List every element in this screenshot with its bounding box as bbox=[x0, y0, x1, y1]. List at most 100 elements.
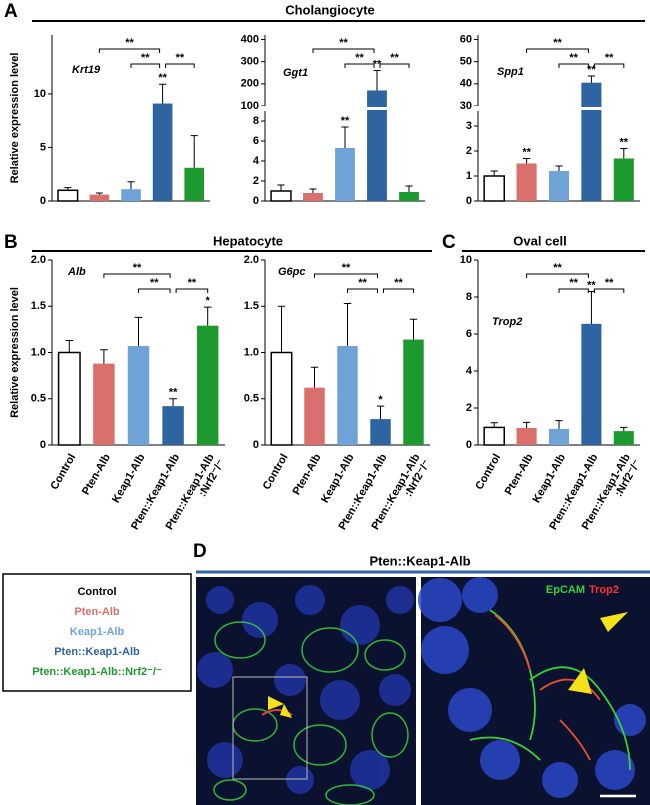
bracket-label: ** bbox=[390, 52, 399, 64]
error-bar bbox=[490, 170, 498, 176]
bar bbox=[403, 339, 424, 445]
error-bar bbox=[343, 302, 352, 347]
error-bar bbox=[373, 70, 381, 91]
x-tick-label: Control bbox=[473, 452, 503, 492]
bar bbox=[370, 419, 391, 445]
bracket-label: ** bbox=[342, 262, 351, 274]
bar bbox=[613, 431, 634, 445]
gene-title: Alb bbox=[67, 266, 86, 278]
bar bbox=[89, 194, 110, 201]
section-title: Pten::Keap1-Alb bbox=[369, 553, 470, 568]
bracket-label: ** bbox=[150, 277, 159, 289]
y-tick-label: 0 bbox=[466, 439, 472, 451]
error-bar bbox=[277, 305, 286, 353]
bar bbox=[335, 148, 355, 201]
bar bbox=[162, 406, 184, 445]
bracket-label: ** bbox=[553, 37, 562, 49]
y-tick-label: 4 bbox=[466, 365, 473, 377]
section-title: Cholangiocyte bbox=[285, 2, 375, 17]
bar bbox=[57, 351, 81, 446]
y-tick-label: 1.5 bbox=[244, 300, 259, 312]
bar-break bbox=[366, 107, 388, 110]
significance: ** bbox=[169, 387, 178, 399]
bar bbox=[121, 189, 141, 201]
legend-entry: Pten-Alb bbox=[74, 606, 120, 618]
legend-entry: Pten::Keap1-Alb::Nrf2⁻/⁻ bbox=[32, 666, 162, 678]
error-bar bbox=[341, 126, 349, 148]
bar bbox=[270, 190, 292, 202]
bar bbox=[548, 171, 570, 201]
y-tick-label: 400 bbox=[241, 33, 259, 45]
bracket-label: ** bbox=[605, 52, 614, 64]
gene-title: Spp1 bbox=[497, 66, 524, 78]
y-tick-label: 0.5 bbox=[244, 393, 259, 405]
y-tick-label: 30 bbox=[460, 100, 472, 112]
section-title: Oval cell bbox=[513, 233, 566, 248]
bracket-label: ** bbox=[133, 262, 142, 274]
y-tick-label: 0 bbox=[40, 195, 46, 207]
bracket bbox=[558, 288, 589, 293]
bracket-label: ** bbox=[355, 52, 364, 64]
bracket-label: ** bbox=[569, 277, 578, 289]
y-tick-label: 2 bbox=[466, 145, 472, 157]
x-tick-label: Keap1-Alb bbox=[319, 452, 357, 505]
gene-title: Ggt1 bbox=[283, 67, 308, 79]
bracket bbox=[344, 63, 375, 68]
error-bar bbox=[159, 83, 167, 104]
y-tick-label: 1.0 bbox=[31, 346, 46, 358]
bar bbox=[337, 346, 358, 445]
y-tick-label: 3 bbox=[466, 120, 472, 132]
bracket-label: ** bbox=[125, 37, 134, 49]
bar bbox=[581, 82, 602, 201]
error-bar bbox=[169, 398, 177, 407]
bracket bbox=[130, 63, 161, 68]
gene-title: Trop2 bbox=[492, 316, 522, 328]
significance: ** bbox=[158, 72, 167, 84]
y-tick-label: 0 bbox=[40, 439, 46, 451]
significance: ** bbox=[522, 146, 531, 158]
significance: * bbox=[378, 394, 383, 406]
bar bbox=[184, 167, 204, 201]
bracket bbox=[526, 273, 589, 278]
error-bar bbox=[134, 316, 143, 347]
bar bbox=[304, 387, 325, 445]
bracket bbox=[558, 63, 589, 68]
error-bar bbox=[620, 426, 628, 432]
bar bbox=[613, 158, 634, 201]
x-tick-label: Pten-Alb bbox=[503, 452, 536, 497]
error-bar bbox=[522, 158, 531, 164]
y-tick-label: 0.5 bbox=[31, 393, 46, 405]
bar bbox=[303, 193, 323, 201]
bar-break bbox=[580, 107, 603, 110]
error-bar bbox=[522, 421, 531, 428]
bracket bbox=[593, 63, 625, 68]
panel-label: B bbox=[4, 232, 18, 253]
bar bbox=[483, 426, 505, 446]
y-tick-label: 1.5 bbox=[31, 300, 46, 312]
y-tick-label: 8 bbox=[253, 115, 259, 127]
error-bar bbox=[277, 184, 285, 191]
error-bar bbox=[127, 181, 135, 190]
bracket bbox=[103, 273, 171, 278]
y-tick-label: 10 bbox=[34, 88, 46, 100]
gene-title: G6pc bbox=[278, 266, 306, 278]
panel-label: A bbox=[4, 1, 18, 22]
gene-title: Krt19 bbox=[72, 64, 101, 76]
bar bbox=[57, 189, 79, 202]
error-bar bbox=[64, 187, 72, 191]
legend-entry: Pten::Keap1-Alb bbox=[54, 646, 140, 658]
bar bbox=[93, 363, 115, 445]
bracket bbox=[98, 48, 161, 53]
bar bbox=[152, 103, 173, 201]
y-tick-label: 6 bbox=[253, 135, 259, 147]
bracket-label: ** bbox=[394, 277, 403, 289]
bracket-label: ** bbox=[141, 52, 150, 64]
panel-label: C bbox=[442, 232, 456, 253]
error-bar bbox=[203, 306, 212, 326]
error-bar bbox=[95, 192, 103, 195]
error-bar bbox=[100, 349, 108, 364]
y-tick-label: 60 bbox=[460, 33, 472, 45]
x-tick-label: Keap1-Alb bbox=[531, 452, 569, 505]
y-tick-label: 2 bbox=[253, 175, 259, 187]
